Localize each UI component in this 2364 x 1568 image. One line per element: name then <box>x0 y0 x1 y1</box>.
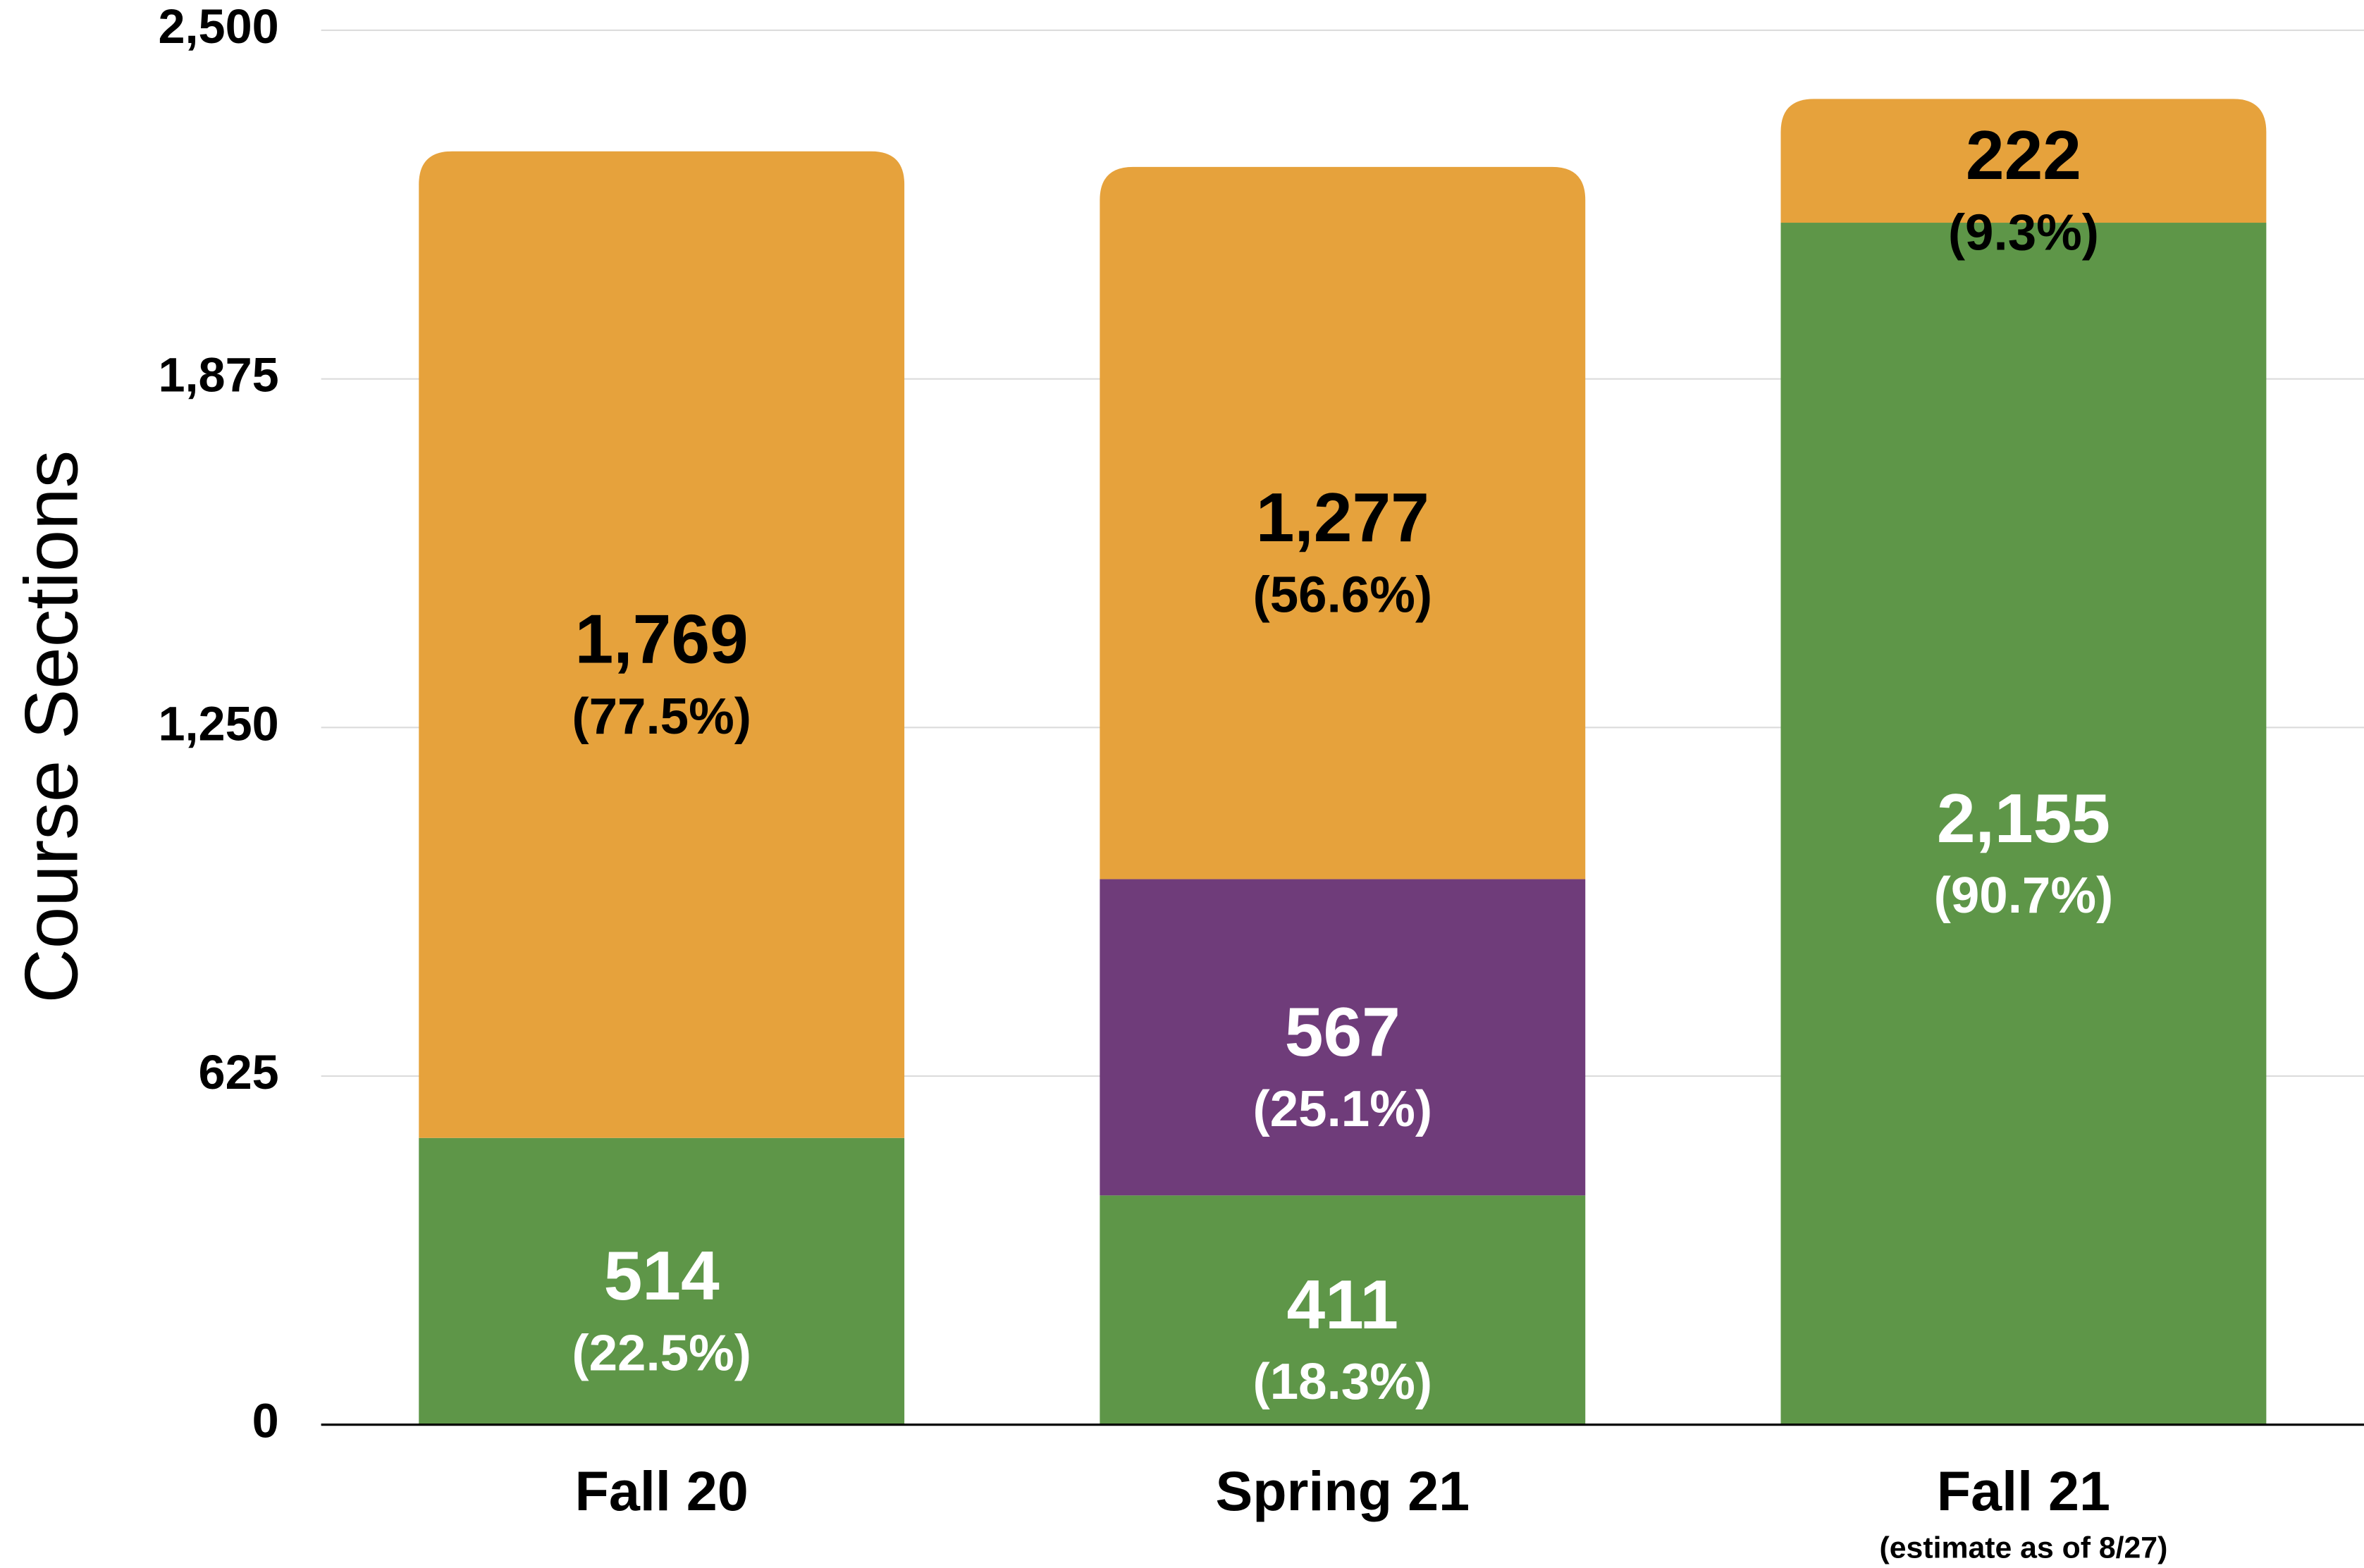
y-tick-label: 0 <box>252 1394 279 1448</box>
value-label: 1,277 <box>1256 479 1429 556</box>
bar-segment <box>1100 166 1586 879</box>
y-tick-label: 1,875 <box>158 348 278 402</box>
bar-segment <box>419 151 905 1138</box>
bar-segment <box>1780 99 2267 223</box>
x-tick-label: Fall 20 <box>575 1459 749 1522</box>
y-tick-label: 625 <box>199 1045 279 1099</box>
bar-segment <box>419 1137 905 1425</box>
category-note: (estimate as of 8/27) <box>1880 1531 2168 1564</box>
value-label: 1,769 <box>575 600 749 678</box>
percent-label: (18.3%) <box>1252 1353 1432 1410</box>
value-label: 514 <box>604 1237 720 1314</box>
value-label: 222 <box>1966 116 2081 194</box>
value-label: 411 <box>1286 1266 1398 1343</box>
x-tick-label: Spring 21 <box>1216 1459 1470 1522</box>
value-label: 567 <box>1285 993 1400 1070</box>
bar-segment <box>1780 223 2267 1425</box>
y-tick-label: 2,500 <box>158 0 278 54</box>
percent-label: (22.5%) <box>572 1324 751 1381</box>
percent-label: (77.5%) <box>572 688 751 745</box>
bar-segment <box>1100 879 1586 1196</box>
percent-label: (56.6%) <box>1252 566 1432 623</box>
bar-segment <box>1100 1195 1586 1425</box>
percent-label: (25.1%) <box>1252 1080 1432 1137</box>
value-label: 2,155 <box>1937 779 2110 857</box>
y-tick-label: 1,250 <box>158 696 278 751</box>
percent-label: (9.3%) <box>1948 204 2099 261</box>
x-tick-label: Fall 21 <box>1937 1459 2110 1522</box>
percent-label: (90.7%) <box>1934 867 2114 924</box>
y-axis-title: Course Sections <box>9 450 94 1004</box>
